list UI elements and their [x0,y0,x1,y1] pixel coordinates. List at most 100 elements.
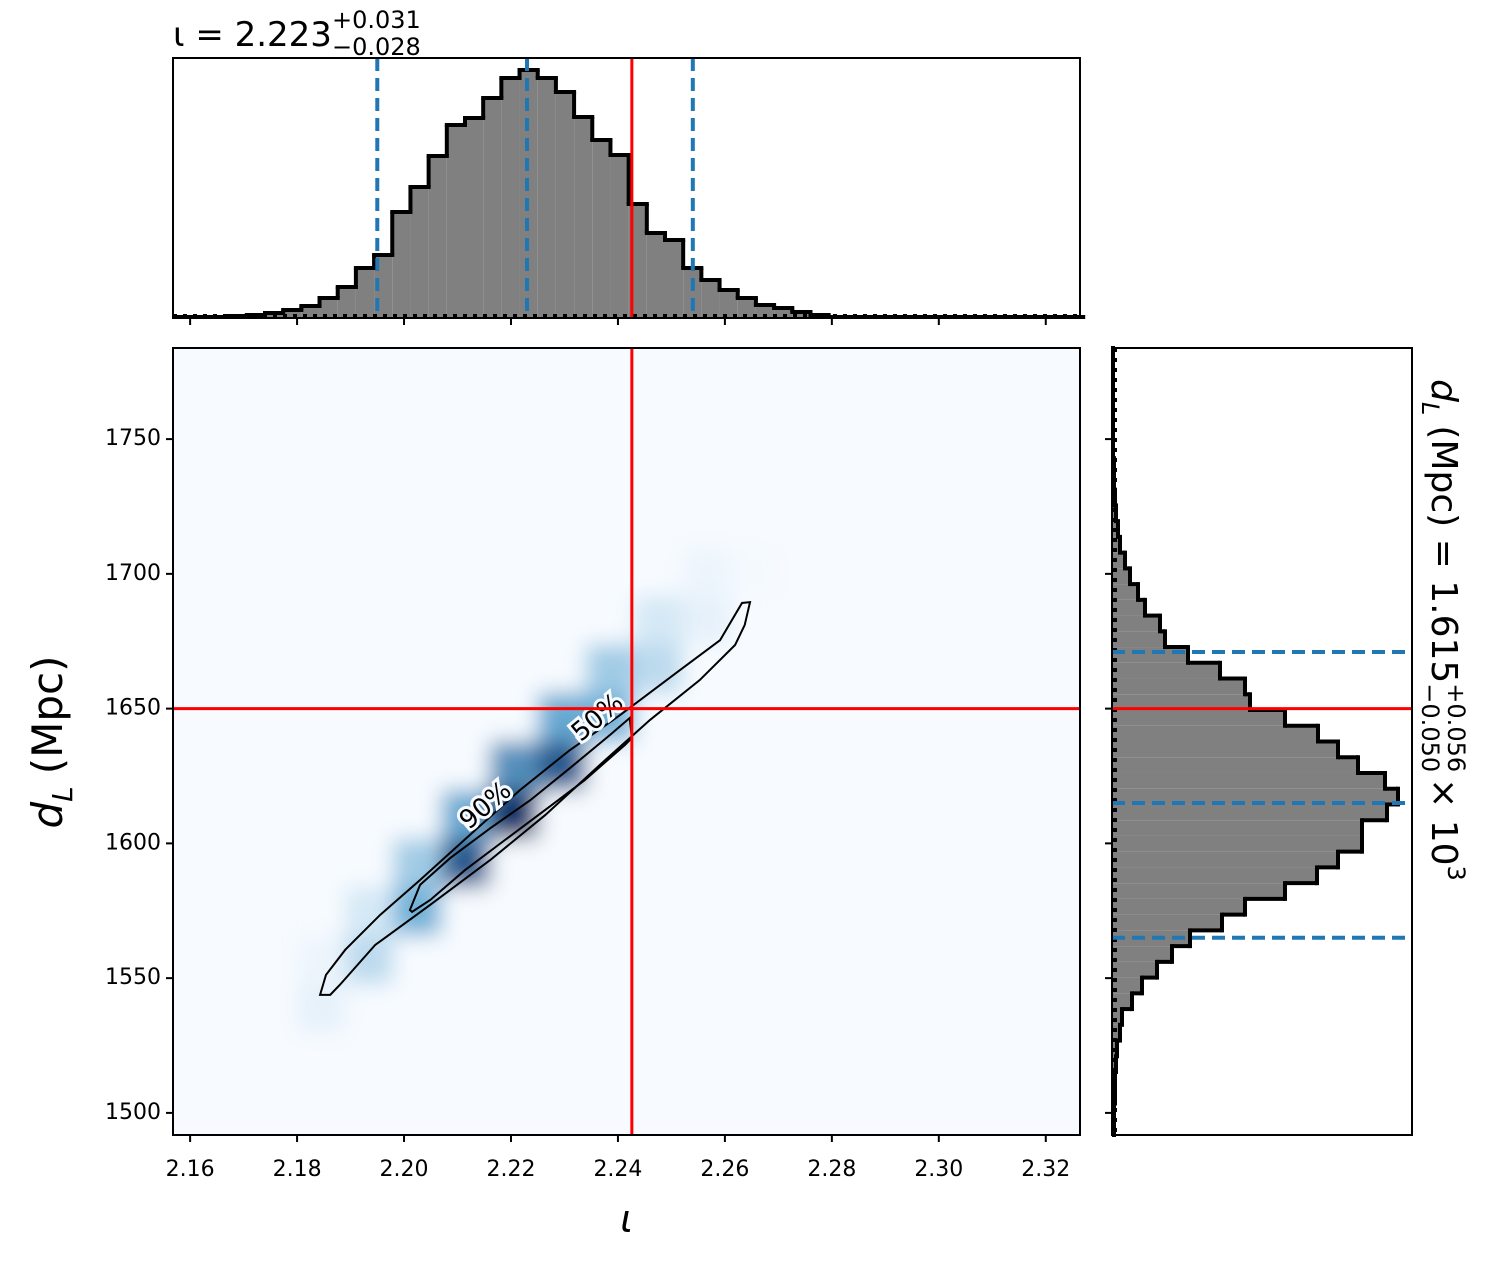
y-tick-label: 1700 [105,561,161,586]
x-tick-label: 2.22 [486,1157,535,1182]
bar [1112,631,1165,648]
density-cell [489,886,539,936]
density-cell [441,983,491,1033]
bar [483,98,502,318]
density-cell [682,935,731,985]
density-cell [489,595,539,645]
bar [1112,678,1245,695]
bar [1112,662,1220,679]
bar [1112,946,1172,962]
y-label-subscript: L [46,786,79,802]
bar [574,117,593,318]
bar [337,287,356,318]
density-cell [633,643,683,693]
density-cell [345,546,394,596]
density-cell [585,595,635,645]
density-cell [633,595,683,645]
density-cell [489,789,539,839]
density-cell [682,595,731,645]
x-axis-label: ι [620,1197,633,1241]
density-cell [730,546,779,596]
bar [1112,772,1385,789]
bar [501,78,520,318]
density-cell [345,789,394,839]
title: ι = 2.223 +0.031−0.028 [173,6,421,61]
density-cell [441,595,491,645]
histogram [172,68,1086,319]
bar [683,268,702,318]
y-axis-label: dL (Mpc) [23,655,79,828]
density-cell [730,643,779,693]
label-exponent: 3 [1442,866,1470,881]
density-cell [489,546,539,596]
density-cell [585,983,635,1033]
y-tick-label: 1550 [105,965,161,990]
density-cell [393,935,442,985]
contour [318,601,752,996]
label-text: (Mpc) = 1.615 [1423,425,1464,683]
density-cell [585,643,635,693]
density-cell [393,886,442,936]
density-cell [730,983,779,1033]
density-cell [537,886,587,936]
bar [283,310,302,318]
density-cell [537,740,587,790]
density-cell [730,595,779,645]
density-cell [730,740,779,790]
density-cell [682,837,731,888]
x-tick-label: 2.20 [380,1157,429,1182]
bar [1112,599,1145,616]
bar [646,233,666,318]
density-cell [393,546,442,596]
density-cell [730,886,779,936]
density-cell [345,643,394,693]
density-cell [730,935,779,985]
y-axis-label-body: dL (Mpc) [23,655,79,828]
density-cell [441,886,491,936]
panel-frame [1111,347,1413,1136]
y-tick-label: 1650 [105,696,161,721]
bar [428,156,447,318]
bar [1112,883,1285,899]
density-cell [682,692,731,742]
x-tick-label: 2.16 [166,1157,215,1182]
density-cell [730,692,779,742]
density-cell [345,837,394,888]
density-cell [537,983,587,1033]
density-cell [297,643,346,693]
bar [1112,804,1387,821]
density-cell [393,837,442,888]
y-tick-label: 1500 [105,1100,161,1125]
bar [319,298,338,318]
bar [1112,835,1362,852]
bar [1112,1024,1120,1041]
density-cell [393,789,442,839]
bar [610,155,629,318]
density-cell [585,837,635,888]
density-cell [537,643,587,693]
bar [1112,615,1160,632]
density-cell [585,546,635,596]
density-cell [441,789,491,839]
density-cell [441,692,491,742]
density-cell [393,595,442,645]
side-label-body: dL (Mpc) = 1.615+0.056−0.050 × 103 [1416,379,1470,881]
density-cell [537,595,587,645]
label-subscript: L [1416,402,1444,415]
density-cell [730,837,779,888]
title-minus: −0.028 [332,33,421,61]
bar [446,125,465,318]
bar [410,187,429,318]
bar [1112,552,1125,569]
density-cell [489,983,539,1033]
bar [1112,914,1222,931]
bar [1112,788,1398,805]
bar [1112,930,1190,947]
density-cell [633,886,683,936]
density-cell [441,546,491,596]
bar [537,78,556,318]
bar [1112,898,1245,915]
bar [792,312,811,318]
bar [464,118,484,318]
